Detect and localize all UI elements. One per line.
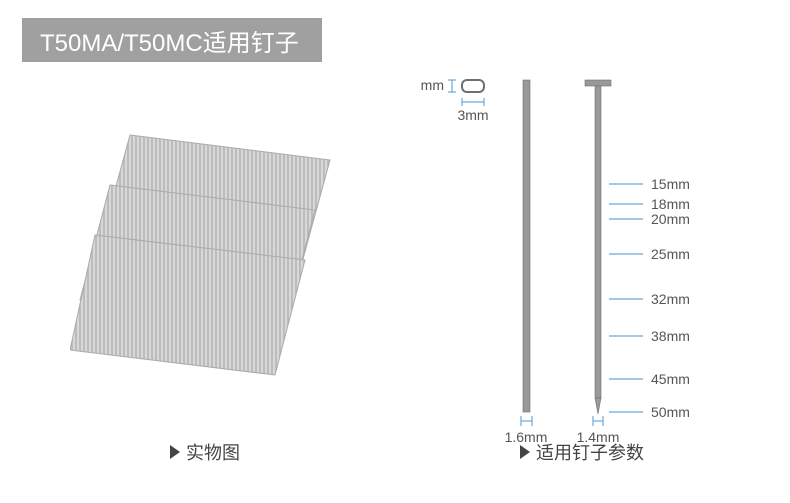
length-marks: 15mm 18mm20mm 25mm 32mm 38mm 45mm 50mm <box>609 176 690 420</box>
nail-2: 1.4mm <box>577 80 620 445</box>
head-cross-section: 1.6mm 3mm <box>420 77 489 123</box>
length-label: 32mm <box>651 291 690 307</box>
triangle-icon <box>520 445 530 459</box>
length-label: 18mm <box>651 196 690 212</box>
caption-right-text: 适用钉子参数 <box>536 439 644 465</box>
nail-diagram: 1.6mm 3mm 1.6mm 1.4mm 15mm 18mm20mm 25mm 32… <box>420 74 770 454</box>
length-label: 15mm <box>651 176 690 192</box>
length-label: 20mm <box>651 211 690 227</box>
length-label: 25mm <box>651 246 690 262</box>
length-label: 45mm <box>651 371 690 387</box>
caption-left: 实物图 <box>170 439 240 465</box>
product-photo <box>70 130 360 380</box>
nail-1: 1.6mm <box>505 80 548 445</box>
header-bar: T50MA/T50MC适用钉子 <box>22 18 322 62</box>
head-height: 1.6mm <box>420 77 444 93</box>
length-label: 50mm <box>651 404 690 420</box>
head-width: 3mm <box>457 107 488 123</box>
header-title: T50MA/T50MC适用钉子 <box>40 23 299 58</box>
length-label: 38mm <box>651 328 690 344</box>
caption-right: 适用钉子参数 <box>520 439 644 465</box>
caption-left-text: 实物图 <box>186 439 240 465</box>
triangle-icon <box>170 445 180 459</box>
